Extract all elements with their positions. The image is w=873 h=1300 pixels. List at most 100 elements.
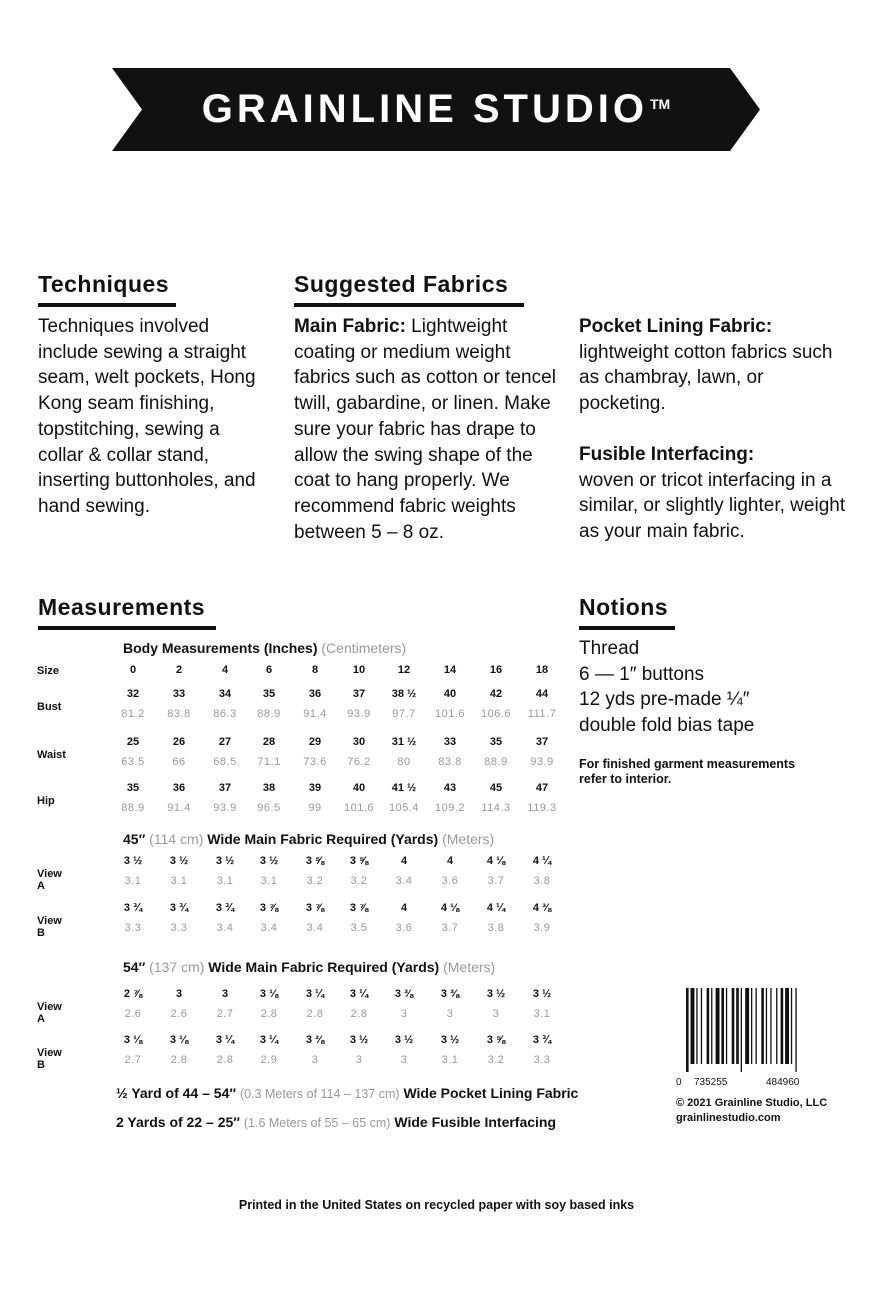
barcode-bar (740, 988, 742, 1072)
value-metric: 3 (400, 1054, 408, 1066)
barcode-bar (690, 988, 695, 1064)
value-imperial: 4 (446, 855, 454, 867)
value-imperial: 3 ¼ (259, 1034, 279, 1046)
body-measurements-title: Body Measurements (Inches) (Centimeters) (123, 640, 407, 656)
value-metric: 3 (492, 1008, 500, 1020)
value-imperial: 3 ⅞ (305, 902, 325, 914)
barcode-bar (725, 988, 728, 1064)
barcode-digits-right: 484960 (766, 1077, 800, 1088)
copyright: © 2021 Grainline Studio, LLC (676, 1097, 828, 1109)
value-metric: 3.3 (124, 922, 142, 934)
value-imperial: 3 ½ (123, 855, 143, 867)
size-header: 10 (352, 664, 366, 676)
notions-list: Thread 6 — 1″ buttons 12 yds pre-made ¼″… (579, 636, 859, 739)
value-imperial: 47 (535, 782, 549, 794)
value-imperial: 42 (489, 688, 503, 700)
website-link[interactable]: grainlinestudio.com (676, 1112, 781, 1124)
barcode-bar (715, 988, 720, 1064)
value-imperial: 35 (262, 688, 276, 700)
size-header: 18 (535, 664, 549, 676)
value-metric: 3.1 (170, 875, 188, 887)
divider (38, 626, 216, 630)
value-imperial: 37 (535, 736, 549, 748)
value-metric: 88.9 (121, 802, 145, 814)
barcode-bar (785, 988, 789, 1064)
value-imperial: 3 ⅜ (394, 988, 414, 1000)
value-imperial: 44 (535, 688, 549, 700)
row-label: Waist (37, 749, 66, 761)
value-imperial: 36 (308, 688, 322, 700)
value-imperial: 3 ⅝ (305, 855, 325, 867)
size-header: 8 (311, 664, 319, 676)
value-metric: 3.8 (533, 875, 551, 887)
value-metric: 88.9 (484, 756, 508, 768)
value-imperial: 3 ½ (486, 988, 506, 1000)
value-imperial: 4 (400, 855, 408, 867)
footer-note: Printed in the United States on recycled… (238, 1198, 635, 1212)
size-header: 14 (443, 664, 457, 676)
value-imperial: 37 (352, 688, 366, 700)
value-imperial: 40 (443, 688, 457, 700)
value-imperial: 3 ¾ (169, 902, 189, 914)
value-metric: 2.6 (124, 1008, 142, 1020)
value-imperial: 3 ⅞ (259, 902, 279, 914)
value-imperial: 3 ½ (532, 988, 552, 1000)
pocket-lining-requirement: ½ Yard of 44 – 54″ (0.3 Meters of 114 – … (116, 1085, 579, 1101)
value-imperial: 3 ½ (440, 1034, 460, 1046)
value-metric: 66 (172, 756, 186, 768)
value-metric: 3.4 (216, 922, 234, 934)
value-imperial: 4 (400, 902, 408, 914)
value-metric: 105.4 (388, 802, 420, 814)
row-label: View A (37, 868, 62, 892)
barcode-bar (751, 988, 753, 1064)
value-metric: 73.6 (303, 756, 327, 768)
value-imperial: 3 (175, 988, 183, 1000)
value-metric: 3.1 (216, 875, 234, 887)
value-imperial: 35 (126, 782, 140, 794)
value-metric: 2.7 (216, 1008, 234, 1020)
measurements-heading: Measurements (38, 594, 206, 620)
barcode-bar (780, 988, 784, 1064)
value-imperial: 38 ½ (391, 688, 417, 700)
value-metric: 71.1 (257, 756, 281, 768)
value-imperial: 3 ⅛ (169, 1034, 189, 1046)
value-metric: 3.9 (533, 922, 551, 934)
value-imperial: 40 (352, 782, 366, 794)
notion-item: 12 yds pre-made ¼″ (579, 689, 750, 711)
value-metric: 83.8 (167, 708, 191, 720)
value-metric: 93.9 (530, 756, 554, 768)
fusible-requirement: 2 Yards of 22 – 25″ (1.6 Meters of 55 – … (116, 1114, 557, 1130)
barcode-bar (706, 988, 710, 1064)
value-metric: 3.5 (350, 922, 368, 934)
value-imperial: 28 (262, 736, 276, 748)
value-imperial: 3 ½ (259, 855, 279, 867)
value-metric: 3.6 (441, 875, 459, 887)
pocket-fabric: Pocket Lining Fabric: lightweight cotton … (579, 316, 833, 415)
value-imperial: 4 ⅛ (486, 855, 506, 867)
value-imperial: 38 (262, 782, 276, 794)
value-imperial: 4 ¼ (532, 855, 552, 867)
divider (579, 626, 675, 630)
value-metric: 3 (446, 1008, 454, 1020)
barcode-bar (755, 988, 757, 1064)
barcode-bar (770, 988, 772, 1064)
value-metric: 81.2 (121, 708, 145, 720)
barcode-bar (736, 988, 739, 1064)
size-header: 4 (221, 664, 229, 676)
value-metric: 3.1 (260, 875, 278, 887)
value-imperial: 41 ½ (391, 782, 417, 794)
barcode-digits-mid: 735255 (694, 1077, 728, 1088)
value-metric: 80 (397, 756, 411, 768)
barcode-digits-left: 0 (676, 1077, 682, 1088)
row-label: Hip (37, 795, 55, 807)
value-metric: 3 (400, 1008, 408, 1020)
barcode (686, 988, 797, 1072)
value-imperial: 25 (126, 736, 140, 748)
value-imperial: 37 (218, 782, 232, 794)
value-metric: 119.3 (527, 802, 557, 814)
value-imperial: 3 ¾ (123, 902, 143, 914)
value-metric: 114.3 (481, 802, 511, 814)
value-metric: 3.1 (124, 875, 142, 887)
value-metric: 3 (355, 1054, 363, 1066)
value-imperial: 36 (172, 782, 186, 794)
